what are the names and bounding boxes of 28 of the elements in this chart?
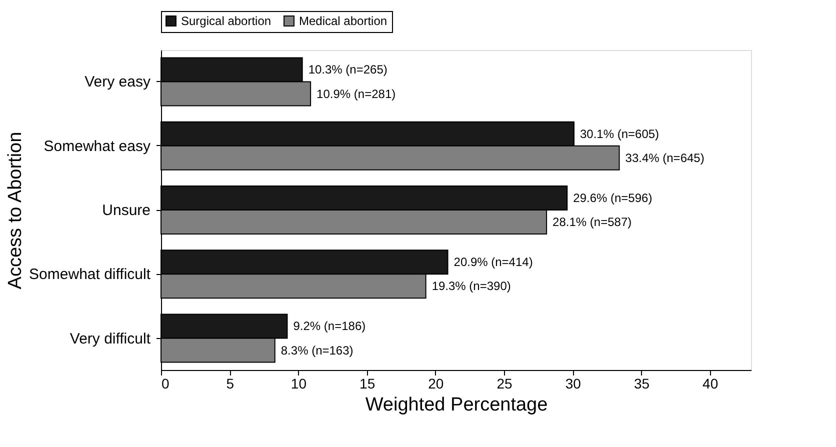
data-label: 29.6% (n=596) bbox=[573, 190, 652, 205]
legend-label: Medical abortion bbox=[299, 14, 388, 28]
y-tick-label: Unsure bbox=[102, 202, 150, 219]
data-label: 10.9% (n=281) bbox=[316, 86, 396, 101]
y-tick-label: Very easy bbox=[84, 74, 151, 91]
y-axis-title: Access to Abortion bbox=[5, 132, 26, 290]
x-tick-label: 15 bbox=[360, 376, 376, 392]
x-axis-title: Weighted Percentage bbox=[365, 394, 548, 416]
x-tick-label: 35 bbox=[634, 376, 650, 392]
x-tick-label: 40 bbox=[702, 376, 718, 392]
data-label: 30.1% (n=605) bbox=[580, 126, 660, 141]
data-label: 20.9% (n=414) bbox=[454, 255, 533, 270]
x-tick-label: 10 bbox=[290, 376, 307, 392]
data-label: 9.2% (n=186) bbox=[293, 319, 366, 334]
y-tick-label: Very difficult bbox=[70, 330, 152, 348]
x-tick-label: 0 bbox=[162, 376, 170, 392]
x-tick-label: 20 bbox=[428, 376, 444, 392]
data-label: 28.1% (n=587) bbox=[552, 215, 632, 230]
x-tick-label: 30 bbox=[565, 376, 582, 392]
legend-label: Surgical abortion bbox=[181, 14, 272, 28]
data-label: 33.4% (n=645) bbox=[625, 150, 704, 165]
y-tick-label: Somewhat difficult bbox=[29, 266, 152, 284]
x-tick-label: 25 bbox=[496, 376, 513, 392]
data-label: 10.3% (n=265) bbox=[308, 62, 388, 77]
data-label: 8.3% (n=163) bbox=[280, 343, 354, 358]
y-tick-label: Somewhat easy bbox=[44, 138, 151, 155]
x-tick-label: 5 bbox=[226, 376, 234, 392]
data-label: 19.3% (n=390) bbox=[432, 279, 511, 294]
